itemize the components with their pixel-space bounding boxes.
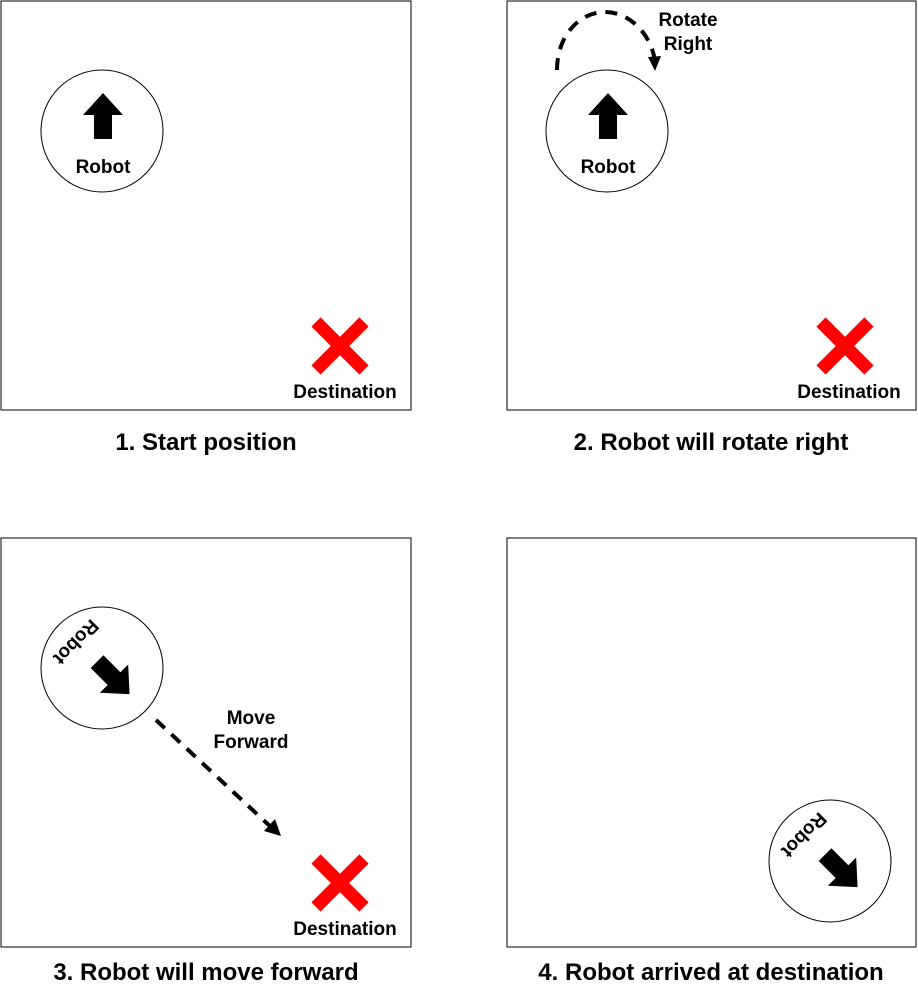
panel-caption: 3. Robot will move forward: [53, 959, 358, 986]
robot: Robot: [40, 69, 164, 193]
panel-caption: 2. Robot will rotate right: [574, 429, 849, 456]
destination-marker: Destination: [293, 859, 397, 940]
move-label-line1: Move: [227, 708, 276, 729]
panel-arrived: Robot 4. Robot arrived at destination: [506, 537, 917, 986]
robot: Robot: [768, 799, 892, 923]
move-arrowhead-icon: [264, 819, 281, 836]
move-arrow: [154, 718, 281, 836]
robot: Robot: [545, 69, 669, 193]
robot: Robot: [40, 606, 164, 730]
rotate-label-line2: Right: [664, 34, 713, 55]
destination-label: Destination: [293, 919, 396, 940]
destination-label: Destination: [293, 382, 396, 403]
robot-label: Robot: [76, 157, 132, 178]
destination-marker: Destination: [293, 322, 397, 403]
rotate-label-line1: Rotate: [658, 10, 717, 31]
panel-rotate-right: Robot Rotate Right Destination 2. Robot …: [506, 0, 917, 456]
panel-caption: 4. Robot arrived at destination: [538, 959, 883, 986]
robot-label: Robot: [581, 157, 637, 178]
move-path: [154, 718, 274, 830]
destination-label: Destination: [797, 382, 900, 403]
rotate-arrow: [555, 9, 661, 71]
move-label-line2: Forward: [214, 732, 289, 753]
destination-marker: Destination: [797, 322, 901, 403]
panel-move-forward: Robot Move Forward Destination 3. Robot …: [0, 537, 412, 986]
panel-start-position: Robot Destination 1. Start position: [0, 0, 412, 456]
rotate-path: [555, 9, 657, 71]
panel-caption: 1. Start position: [115, 429, 296, 456]
rotate-arrowhead-icon: [648, 56, 661, 71]
